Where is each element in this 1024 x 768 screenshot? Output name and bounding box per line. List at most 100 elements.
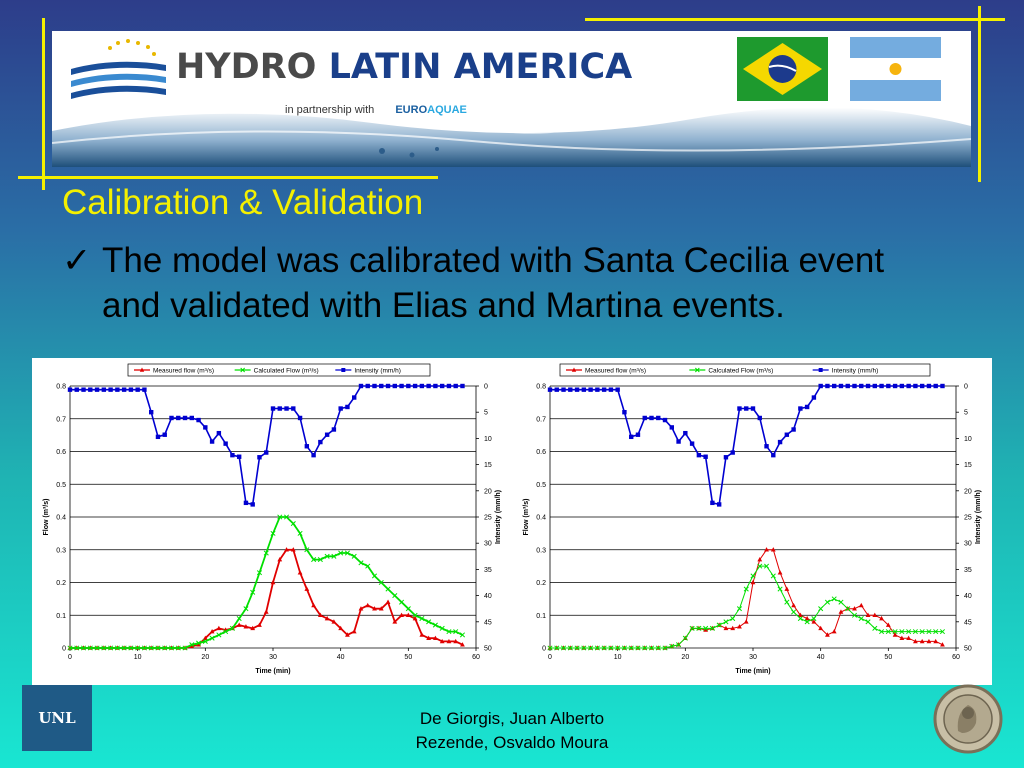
intensity-point: [196, 417, 201, 423]
calculated-flow-point: [912, 629, 918, 635]
calculated-flow-point: [378, 579, 384, 586]
intensity-point: [845, 383, 850, 389]
measured-flow-point: [940, 642, 945, 647]
measured-flow-point: [750, 579, 756, 585]
calculated-flow-point: [818, 606, 824, 612]
intensity-point: [203, 425, 208, 430]
intensity-point: [379, 383, 384, 389]
measured-flow-point: [926, 638, 932, 644]
calculated-flow-point: [804, 619, 810, 625]
y2-tick-label: 50: [964, 646, 972, 653]
measured-flow-point: [324, 615, 330, 621]
y-tick-label: 0.4: [56, 515, 66, 522]
intensity-point: [297, 415, 303, 421]
calculated-flow-point: [865, 619, 871, 625]
calculated-flow-point: [446, 629, 452, 635]
intensity-point: [460, 383, 465, 389]
y-axis-label: Flow (m³/s): [523, 499, 530, 536]
calculated-flow-point: [283, 514, 290, 520]
calculated-flow-point: [189, 642, 195, 648]
intensity-point: [872, 383, 877, 389]
calculated-flow-point: [757, 563, 763, 569]
measured-flow-point: [784, 586, 790, 591]
calculated-flow-point: [80, 645, 87, 651]
measured-flow-point: [399, 612, 404, 618]
intensity-point: [581, 387, 587, 392]
intensity-point: [716, 502, 722, 507]
intensity-point: [142, 387, 147, 392]
measured-flow-point: [338, 625, 344, 631]
intensity-point: [318, 439, 323, 445]
measured-flow-point: [831, 629, 837, 634]
legend-box: [127, 363, 431, 377]
measured-flow-point: [885, 622, 891, 627]
intensity-point: [669, 425, 674, 430]
intensity-point: [433, 383, 438, 389]
y2-tick-label: 20: [484, 488, 492, 495]
calculated-flow-point: [229, 625, 235, 631]
calculated-flow-point: [223, 629, 229, 635]
checkmark-icon: ✓: [62, 241, 92, 280]
calculated-flow-point: [371, 573, 378, 579]
intensity-point: [311, 452, 316, 458]
calculated-flow-point: [838, 599, 844, 605]
intensity-point: [703, 454, 708, 459]
measured-flow-point: [865, 612, 871, 618]
intensity-point: [798, 406, 803, 411]
calculated-flow-point: [344, 550, 350, 556]
university-seal-icon: [933, 684, 1003, 754]
y2-tick-label: 10: [964, 436, 972, 443]
intensity-point: [710, 500, 715, 506]
calculated-flow-point: [635, 645, 641, 651]
intensity-point: [101, 387, 107, 392]
intensity-point: [372, 383, 377, 389]
intensity-point: [74, 387, 79, 392]
calculated-flow-point: [858, 615, 864, 622]
measured-flow-point: [189, 643, 195, 649]
y-tick-label: 0.1: [56, 613, 66, 620]
x-tick-label: 60: [952, 654, 960, 661]
intensity-point: [176, 415, 181, 421]
author-line-1: De Giorgis, Juan Alberto: [419, 709, 605, 728]
measured-flow-point: [703, 627, 709, 632]
measured-flow-point: [811, 619, 817, 624]
measured-flow-point: [460, 642, 465, 647]
y-tick-label: 0.6: [536, 449, 546, 456]
calculated-flow-point: [608, 645, 614, 651]
y-tick-label: 0.5: [536, 482, 546, 489]
calculated-flow-point: [750, 573, 756, 579]
x-tick-label: 0: [548, 654, 552, 661]
calculated-flow-point: [669, 643, 675, 649]
measured-flow-point: [723, 625, 729, 631]
calculated-flow-point: [831, 596, 837, 602]
measured-flow-point: [236, 622, 242, 627]
intensity-point: [182, 415, 188, 421]
calculated-flow-point: [554, 645, 560, 651]
measured-flow-point: [243, 624, 249, 629]
measured-flow-point: [777, 570, 783, 575]
y2-axis-label: Intensity (mm/h): [495, 490, 502, 544]
calculated-flow-point: [851, 612, 858, 618]
calculated-flow-point: [811, 615, 817, 622]
calculated-flow-point: [601, 645, 607, 651]
calculated-flow-point: [168, 645, 175, 651]
calculated-flow-point: [730, 615, 736, 622]
y2-tick-label: 30: [484, 541, 492, 548]
intensity-point: [270, 406, 276, 411]
measured-flow-point: [372, 606, 377, 611]
intensity-point: [108, 387, 113, 392]
measured-flow-point: [345, 632, 350, 637]
calculated-flow-point: [148, 645, 154, 651]
x-tick-label: 50: [404, 654, 412, 661]
calculated-flow-point: [196, 640, 202, 646]
intensity-point: [561, 387, 566, 392]
measured-flow-point: [879, 615, 884, 621]
measured-flow-point: [358, 606, 364, 611]
legend-label: Calculated Flow (m³/s): [254, 367, 319, 374]
calculated-flow-point: [615, 645, 621, 651]
calculated-flow-point: [432, 622, 438, 628]
intensity-point: [392, 383, 397, 389]
logo-wave-icon: [71, 39, 166, 99]
calculated-flow-point: [121, 645, 127, 651]
measured-flow-point: [297, 570, 303, 575]
